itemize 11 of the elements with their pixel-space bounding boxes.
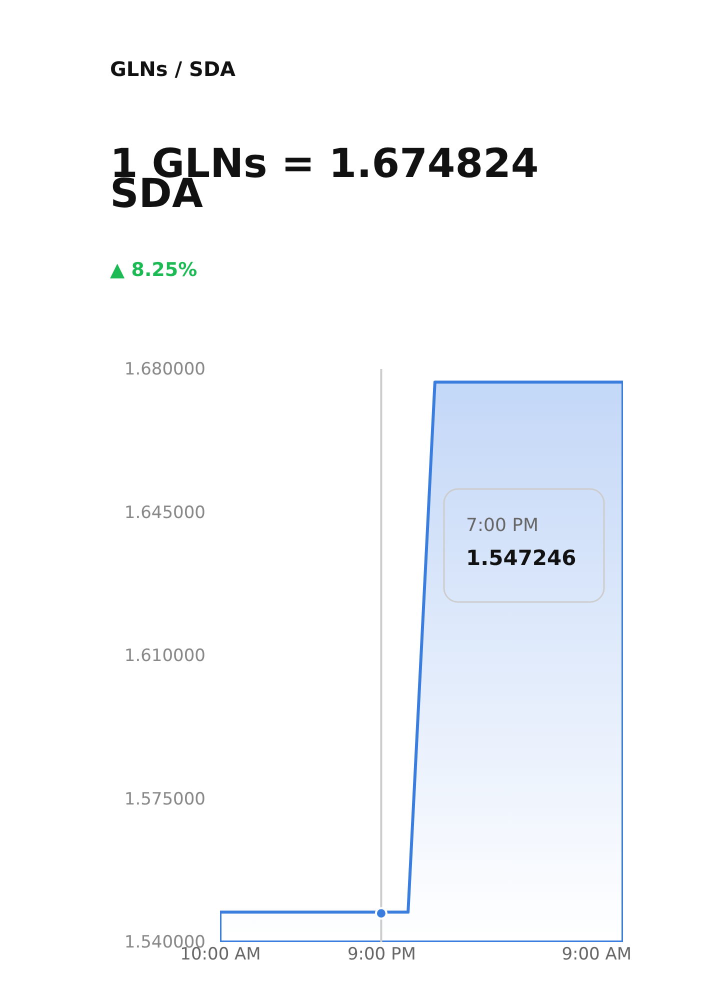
y-tick-label: 1.645000 bbox=[124, 502, 206, 523]
x-tick-label: 9:00 PM bbox=[347, 944, 416, 964]
y-tick-label: 1.610000 bbox=[124, 646, 206, 666]
chart-subtitle: 1 GLNs = 1.674824 SDA bbox=[110, 141, 539, 217]
x-tick-label: 9:00 AM bbox=[562, 944, 632, 964]
annotation: 7:00 PM bbox=[466, 515, 539, 536]
text: ▲ 8.25% bbox=[110, 259, 198, 281]
y-tick-label: 1.680000 bbox=[124, 360, 206, 380]
annotation: 1.547246 bbox=[466, 546, 576, 570]
y-tick-label: 1.575000 bbox=[124, 789, 206, 810]
chart-title: GLNs / SDA bbox=[110, 57, 236, 81]
